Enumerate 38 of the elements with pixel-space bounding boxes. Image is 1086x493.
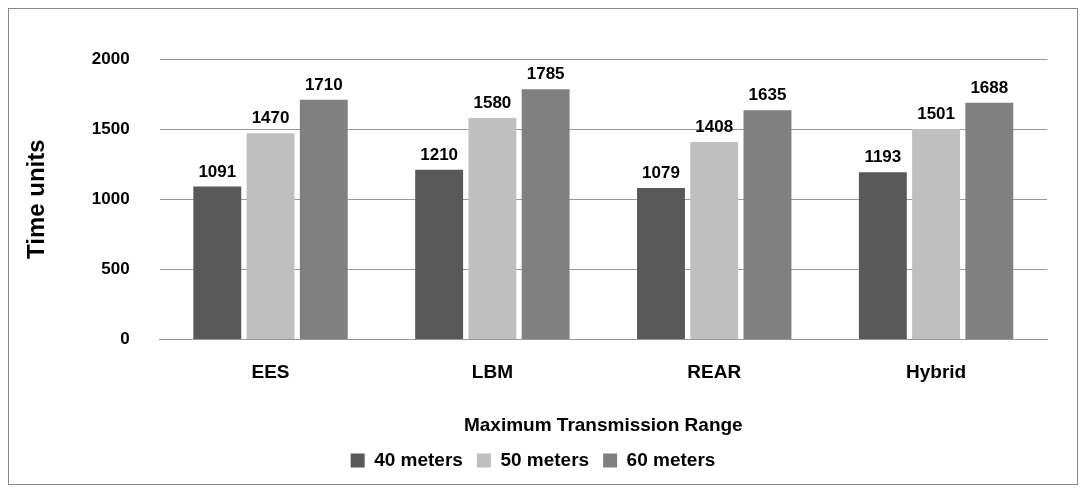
y-tick-label: 0 [120, 329, 130, 349]
y-axis-title: Time units [22, 139, 50, 259]
bar [246, 133, 295, 339]
bar [912, 128, 961, 339]
bar [415, 169, 464, 339]
data-label: 1079 [642, 163, 680, 183]
data-label: 1688 [970, 77, 1009, 97]
x-tick-label: EES [251, 361, 290, 383]
data-label: 1408 [695, 117, 734, 137]
y-tick-label: 500 [101, 258, 130, 278]
x-axis-title: Maximum Transmission Range [463, 413, 743, 435]
bar [299, 99, 348, 339]
y-tick-label: 1500 [91, 118, 130, 138]
bar [858, 172, 907, 339]
bar [743, 110, 792, 339]
legend-label: 40 meters [374, 448, 463, 470]
bar [521, 89, 570, 339]
data-label: 1710 [304, 74, 343, 94]
x-tick-label: REAR [687, 361, 742, 383]
data-label: 1210 [420, 144, 459, 164]
y-tick-label: 2000 [91, 48, 130, 68]
data-label: 1091 [198, 161, 237, 181]
y-tick-label: 1000 [91, 188, 130, 208]
legend-label: 50 meters [500, 448, 590, 470]
data-label: 1193 [864, 147, 902, 167]
data-label: 1580 [473, 93, 512, 113]
x-tick-label: LBM [471, 361, 513, 383]
x-tick-label: Hybrid [905, 361, 967, 383]
data-label: 1785 [526, 64, 565, 84]
bar [193, 186, 242, 339]
bar [965, 102, 1014, 339]
bar [690, 142, 739, 339]
data-label: 1470 [251, 108, 290, 128]
legend-label: 60 meters [626, 448, 716, 470]
data-label: 1501 [917, 104, 955, 124]
bar [468, 117, 517, 339]
bar [637, 188, 685, 339]
data-label: 1635 [748, 85, 787, 105]
